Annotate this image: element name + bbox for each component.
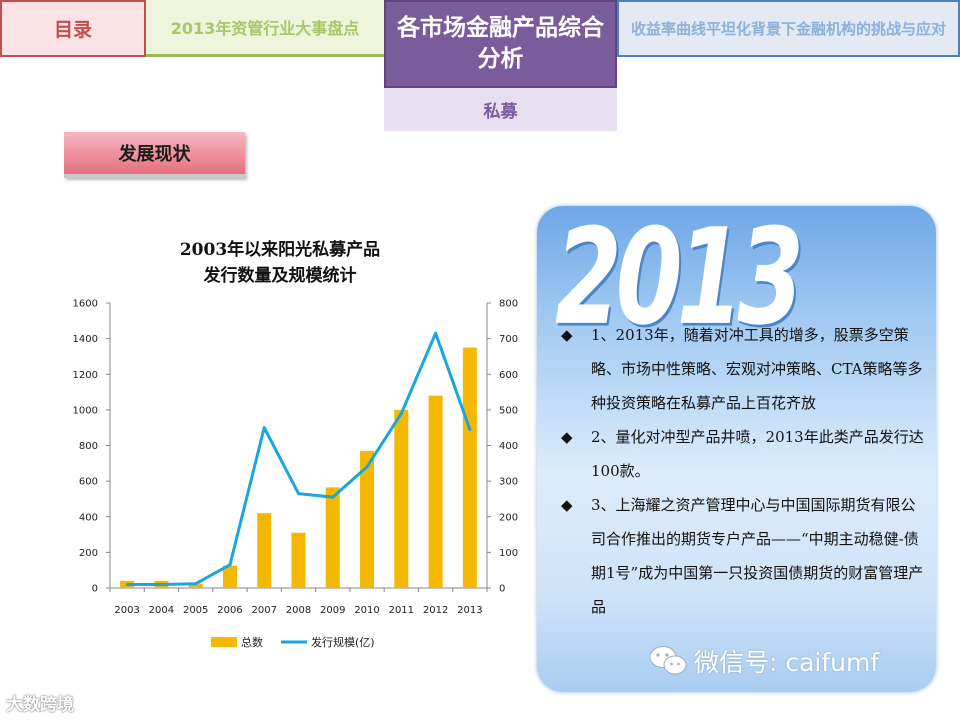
tab-yield-curve[interactable]: 收益率曲线平坦化背景下金融机构的挑战与应对 xyxy=(617,0,960,57)
legend-label-line: 发行规模(亿) xyxy=(311,635,375,649)
x-axis-tick-label: 2013 xyxy=(457,605,482,616)
left-axis-tick-label: 0 xyxy=(92,584,98,595)
line-point xyxy=(297,492,300,496)
left-axis-tick-label: 800 xyxy=(79,441,98,452)
combo-chart: 0 200 400 600 800 1000 1200 1400 1600 0 100 200 300 4… xyxy=(73,299,519,650)
bar xyxy=(462,347,477,588)
bar xyxy=(291,532,306,588)
bullet-item: ◆ 3、上海耀之资产管理中心与中国国际期货有限公司合作推出的期货专户产品——“中… xyxy=(561,488,927,624)
bullet-text: 3、上海耀之资产管理中心与中国国际期货有限公司合作推出的期货专户产品——“中期主… xyxy=(591,496,924,616)
right-axis-tick-label: 800 xyxy=(499,299,518,310)
chart-title: 2003年以来阳光私募产品 发行数量及规模统计 xyxy=(130,237,430,289)
chart-title-line-2: 发行数量及规模统计 xyxy=(203,266,357,286)
section-label: 发展现状 xyxy=(64,132,245,178)
x-axis-tick-label: 2011 xyxy=(389,605,414,616)
left-axis-tick-label: 1400 xyxy=(73,334,98,345)
right-axis-tick-label: 300 xyxy=(499,477,518,488)
bullet-text: 2、量化对冲型产品井喷，2013年此类产品发行达100款。 xyxy=(591,428,924,480)
bullet-item: ◆ 1、2013年，随着对冲工具的增多，股票多空策略、市场中性策略、宏观对冲策略… xyxy=(561,318,927,420)
wechat-id: 微信号: caifumf xyxy=(694,648,880,677)
line-point xyxy=(365,465,369,469)
left-axis-tick-label: 400 xyxy=(79,512,98,523)
bar xyxy=(188,583,203,588)
line-point xyxy=(399,411,403,415)
line-point xyxy=(194,582,198,586)
line-point xyxy=(228,563,232,567)
right-axis-tick-label: 400 xyxy=(499,441,518,452)
x-axis-tick-label: 2005 xyxy=(183,605,208,616)
brand-watermark: 大数跨境 xyxy=(6,695,74,715)
line-point xyxy=(125,582,129,586)
x-axis-tick-label: 2003 xyxy=(114,605,139,616)
right-axis-tick-label: 600 xyxy=(499,370,518,381)
subtab-private-fund[interactable]: 私募 xyxy=(384,88,617,131)
diamond-icon: ◆ xyxy=(561,326,573,344)
right-axis-tick-label: 100 xyxy=(499,548,518,559)
left-axis-tick-label: 1200 xyxy=(73,370,98,381)
tab-events[interactable]: 2013年资管行业大事盘点 xyxy=(146,0,384,57)
bullet-list: ◆ 1、2013年，随着对冲工具的增多，股票多空策略、市场中性策略、宏观对冲策略… xyxy=(561,318,927,624)
right-axis-tick-label: 500 xyxy=(499,405,518,416)
tab-analysis[interactable]: 各市场金融产品综合分析 xyxy=(384,0,617,88)
legend-swatch-bar xyxy=(211,637,237,647)
bullet-text: 1、2013年，随着对冲工具的增多，股票多空策略、市场中性策略、宏观对冲策略、C… xyxy=(591,326,923,412)
x-axis-tick-label: 2012 xyxy=(423,605,448,616)
right-axis-tick-label: 200 xyxy=(499,512,518,523)
wechat-watermark: 微信号: caifumf xyxy=(648,643,879,679)
bar xyxy=(360,450,375,588)
left-axis-tick-label: 1600 xyxy=(73,299,98,310)
diamond-icon: ◆ xyxy=(561,428,573,446)
right-axis-tick-label: 0 xyxy=(499,584,505,595)
bar xyxy=(325,487,340,588)
x-axis-tick-label: 2007 xyxy=(252,605,277,616)
right-axis-tick-label: 700 xyxy=(499,334,518,345)
info-panel: 2013 ◆ 1、2013年，随着对冲工具的增多，股票多空策略、市场中性策略、宏… xyxy=(537,206,936,692)
x-axis-tick-label: 2009 xyxy=(320,605,345,616)
line-point xyxy=(159,582,163,586)
chart-title-line-1: 2003年以来阳光私募产品 xyxy=(179,240,381,260)
x-axis-tick-label: 2010 xyxy=(354,605,379,616)
x-axis-tick-label: 2004 xyxy=(149,605,174,616)
left-axis-tick-label: 1000 xyxy=(73,405,98,416)
bar xyxy=(428,395,443,588)
legend-label-bar: 总数 xyxy=(241,635,263,649)
tab-toc[interactable]: 目录 xyxy=(0,0,146,57)
left-axis-tick-label: 200 xyxy=(79,548,98,559)
line-point xyxy=(468,427,472,431)
wechat-icon xyxy=(649,646,687,675)
bar xyxy=(394,409,409,588)
bullet-item: ◆ 2、量化对冲型产品井喷，2013年此类产品发行达100款。 xyxy=(561,420,927,488)
diamond-icon: ◆ xyxy=(561,496,573,514)
line-point xyxy=(262,426,266,430)
bar xyxy=(222,565,237,588)
x-axis-tick-label: 2008 xyxy=(286,605,311,616)
bar xyxy=(257,513,272,588)
x-axis-tick-label: 2006 xyxy=(217,605,242,616)
year-heading: 2013 xyxy=(555,206,804,355)
line-point xyxy=(331,495,335,499)
line-point xyxy=(434,331,438,335)
left-axis-tick-label: 600 xyxy=(79,477,98,488)
